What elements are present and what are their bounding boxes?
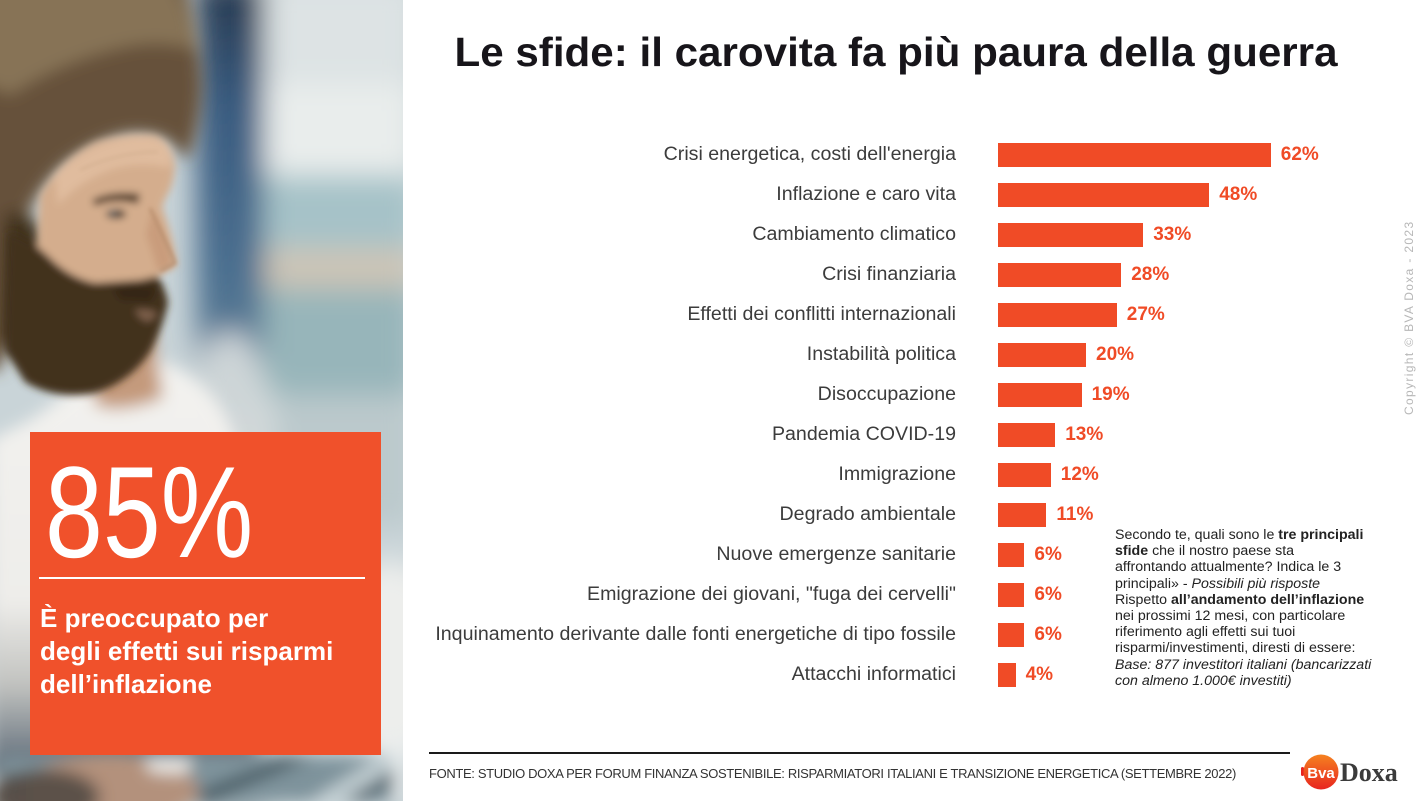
svg-text:Bva: Bva (1307, 765, 1335, 782)
svg-text:Doxa: Doxa (1340, 758, 1398, 787)
